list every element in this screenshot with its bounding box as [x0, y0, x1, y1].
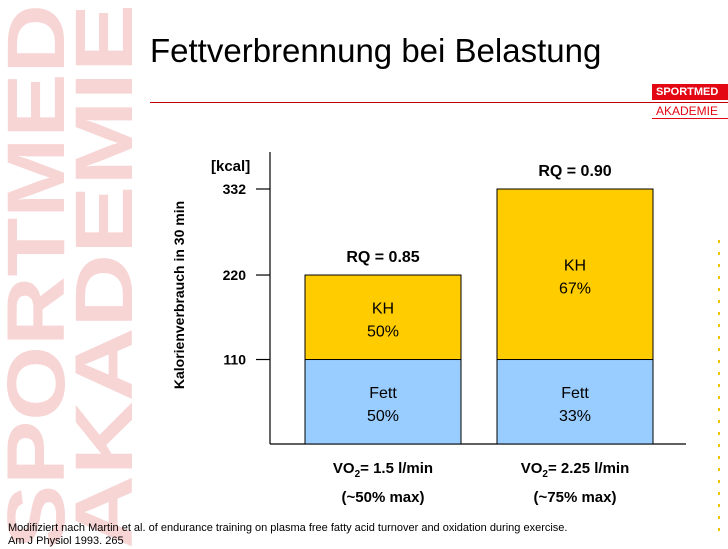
x-category-label: VO2= 1.5 l/min	[333, 460, 433, 480]
edge-dots	[718, 240, 720, 540]
title-divider	[150, 102, 728, 103]
bar-segment-fett	[304, 359, 462, 445]
x-category-sublabel: (~50% max)	[342, 489, 425, 506]
bar-segment-kh	[496, 188, 654, 361]
x-category-sublabel: (~75% max)	[534, 489, 617, 506]
brand-logo-top: SPORTMED	[652, 84, 728, 100]
bar-segment-kh	[304, 274, 462, 361]
page-title: Fettverbrennung bei Belastung	[150, 32, 602, 69]
bar-segment-percent: 50%	[367, 408, 399, 425]
y-tick-label: 332	[223, 181, 247, 197]
watermark-graphic: SPORTMED AKADEMIE	[0, 4, 150, 549]
y-axis-title: Kalorienverbrauch in 30 min	[171, 201, 187, 389]
bar-segment-name: KH	[564, 257, 586, 274]
watermark-line1: SPORTMED	[0, 4, 82, 549]
bar-segment-percent: 33%	[559, 408, 591, 425]
edge-decoration	[711, 240, 727, 540]
bar-segment-percent: 50%	[367, 323, 399, 340]
watermark: SPORTMED AKADEMIE	[0, 0, 150, 549]
rq-label: RQ = 0.90	[538, 163, 611, 180]
y-tick-label: 220	[223, 267, 247, 283]
bar-segment-name: KH	[372, 300, 394, 317]
footnote-line1: Modifiziert nach Martin et al. of endura…	[8, 522, 568, 534]
bar-segment-percent: 67%	[559, 280, 591, 297]
bar-segment-name: Fett	[561, 385, 589, 402]
y-axis-unit: [kcal]	[211, 158, 250, 175]
footnote: Modifiziert nach Martin et al. of endura…	[8, 522, 567, 548]
x-category-label: VO2= 2.25 l/min	[521, 460, 630, 480]
brand-logo-bottom: AKADEMIE	[652, 104, 728, 119]
watermark-line2: AKADEMIE	[59, 4, 150, 549]
footnote-line2: Am J Physiol 1993. 265	[8, 535, 124, 547]
rq-label: RQ = 0.85	[346, 249, 419, 266]
bar-segment-name: Fett	[369, 385, 397, 402]
bar-segment-fett	[496, 359, 654, 445]
y-tick-label: 110	[223, 352, 246, 368]
